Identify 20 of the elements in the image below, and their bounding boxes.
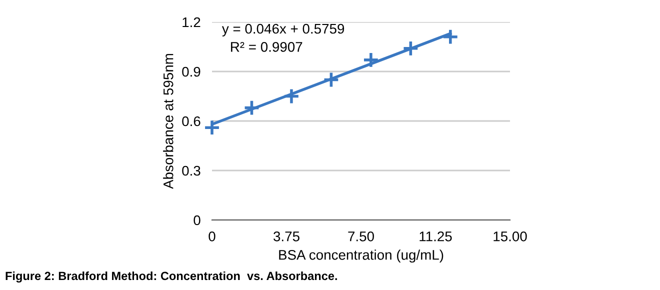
x-tick-label: 15.00 — [494, 231, 527, 242]
y-tick-label: 0.3 — [182, 166, 200, 176]
point — [362, 52, 380, 68]
annotation: y = 0.046x + 0.5759 — [222, 24, 344, 36]
point — [402, 40, 419, 57]
caption: Figure 2: Bradford Method: Concentration vs. Absorbance. — [6, 271, 337, 282]
x-tick-label: 3.75 — [274, 231, 300, 242]
y-tick-label: 0.6 — [182, 116, 200, 126]
point — [243, 99, 260, 116]
point — [322, 71, 340, 88]
x-tick-label: 7.50 — [348, 231, 374, 242]
y-tick-label: 0 — [194, 215, 200, 226]
annotation: R² = 0.9907 — [231, 42, 302, 52]
y-tick-label: 0.9 — [182, 66, 200, 77]
point — [283, 88, 300, 105]
y-tick-label: 1.2 — [182, 17, 200, 28]
y-axis-title: Absorbance at 595nm — [163, 54, 174, 189]
x-tick-label: 11.25 — [420, 231, 452, 242]
x-axis-title: BSA concentration (ug/mL) — [279, 250, 444, 263]
x-tick-label: 0 — [208, 231, 216, 242]
